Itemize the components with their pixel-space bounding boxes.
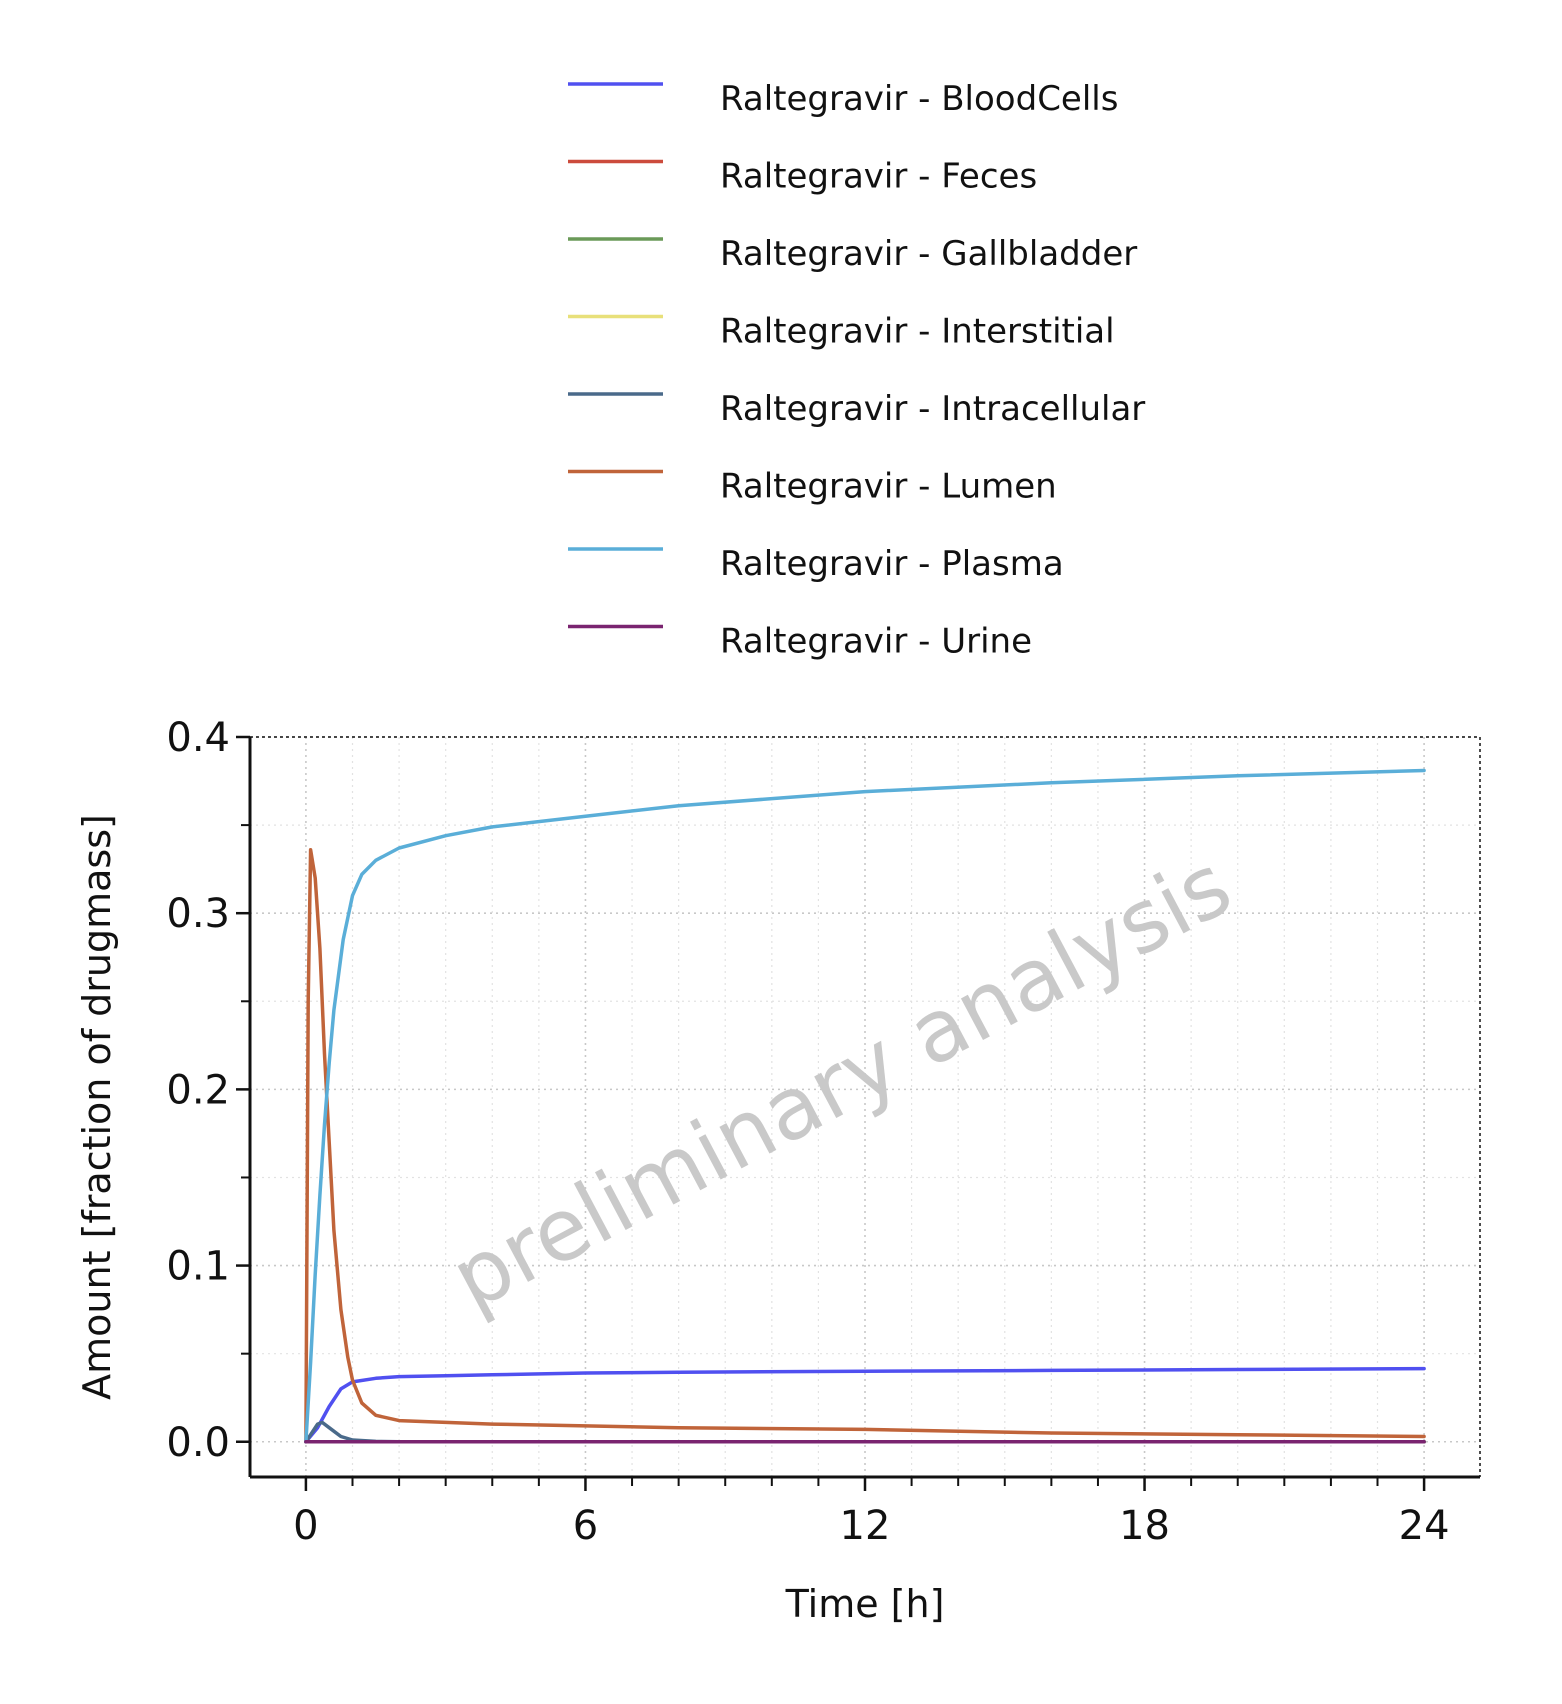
y-tick-label: 0.1 (166, 1244, 230, 1290)
y-tick-label: 0.4 (166, 715, 230, 761)
legend-label: Raltegravir - BloodCells (720, 79, 1118, 119)
x-axis-title: Time [h] (785, 1582, 945, 1626)
legend-label: Raltegravir - Intracellular (720, 389, 1145, 429)
series-line (304, 1420, 1426, 1444)
legend-label: Raltegravir - Interstitial (720, 312, 1115, 352)
x-tick-label: 24 (1399, 1503, 1450, 1549)
ticks: 0 6 12 18 24 0.0 0.1 0.2 0.3 0.4 (166, 715, 1449, 1549)
legend-label: Raltegravir - Feces (720, 157, 1037, 197)
legend-label: Raltegravir - Plasma (720, 544, 1064, 584)
legend: Raltegravir - BloodCells Raltegravir - Fe… (568, 79, 1145, 662)
series-line (304, 848, 1426, 1444)
series-line (304, 1366, 1426, 1444)
series-line (304, 768, 1426, 1444)
y-tick-label: 0.0 (166, 1420, 230, 1466)
x-tick-label: 18 (1119, 1503, 1170, 1549)
y-tick-label: 0.3 (166, 891, 230, 937)
legend-label: Raltegravir - Gallbladder (720, 234, 1137, 274)
legend-label: Raltegravir - Lumen (720, 467, 1057, 507)
y-axis-title: Amount [fraction of drugmass] (75, 814, 119, 1400)
series-lines (304, 768, 1426, 1444)
x-tick-label: 12 (840, 1503, 891, 1549)
y-tick-label: 0.2 (166, 1067, 230, 1113)
watermark-text: preliminary analysis (436, 835, 1247, 1330)
watermark: preliminary analysis (436, 835, 1247, 1330)
legend-label: Raltegravir - Urine (720, 622, 1032, 662)
x-tick-label: 0 (293, 1503, 318, 1549)
x-tick-label: 6 (573, 1503, 598, 1549)
